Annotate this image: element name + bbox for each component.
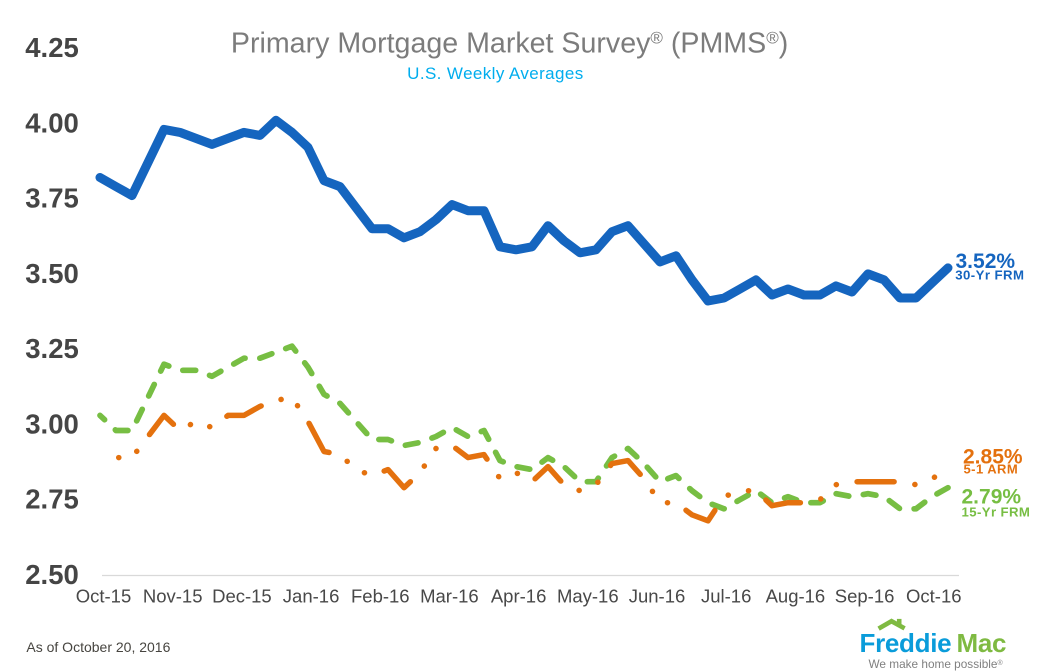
svg-text:3.75: 3.75 <box>25 183 79 214</box>
svg-text:Jul-16: Jul-16 <box>701 586 751 607</box>
svg-text:15-Yr FRM: 15-Yr FRM <box>962 505 1031 520</box>
svg-text:Primary Mortgage Market Survey: Primary Mortgage Market Survey® (PMMS®) <box>231 28 788 60</box>
svg-text:Freddie: Freddie <box>860 628 952 658</box>
svg-text:We make home possible®: We make home possible® <box>869 657 1004 671</box>
svg-text:Apr-16: Apr-16 <box>491 586 547 607</box>
svg-text:Jan-16: Jan-16 <box>283 586 340 607</box>
svg-text:Mar-16: Mar-16 <box>420 586 479 607</box>
svg-text:Jun-16: Jun-16 <box>629 586 686 607</box>
svg-text:3.52%: 3.52% <box>956 250 1016 273</box>
svg-text:Aug-16: Aug-16 <box>766 586 826 607</box>
svg-text:30-Yr FRM: 30-Yr FRM <box>955 268 1024 283</box>
svg-text:As of October 20, 2016: As of October 20, 2016 <box>26 639 170 655</box>
svg-text:Feb-16: Feb-16 <box>351 586 410 607</box>
svg-text:Mac: Mac <box>957 628 1007 658</box>
svg-text:Sep-16: Sep-16 <box>835 586 895 607</box>
svg-text:Oct-16: Oct-16 <box>906 586 962 607</box>
svg-text:4.00: 4.00 <box>25 107 79 138</box>
svg-text:2.75: 2.75 <box>25 484 79 515</box>
svg-text:3.50: 3.50 <box>25 258 79 289</box>
svg-text:2.50: 2.50 <box>25 559 79 590</box>
svg-text:3.00: 3.00 <box>25 408 79 439</box>
svg-text:3.25: 3.25 <box>25 333 79 364</box>
svg-text:2.85%: 2.85% <box>963 446 1023 469</box>
svg-text:5-1 ARM: 5-1 ARM <box>964 462 1019 477</box>
svg-text:4.25: 4.25 <box>25 32 79 63</box>
svg-text:U.S. Weekly Averages: U.S. Weekly Averages <box>407 64 584 83</box>
svg-text:Dec-15: Dec-15 <box>212 586 272 607</box>
svg-text:2.79%: 2.79% <box>962 485 1022 508</box>
svg-text:Nov-15: Nov-15 <box>143 586 203 607</box>
svg-text:May-16: May-16 <box>557 586 619 607</box>
svg-text:Oct-15: Oct-15 <box>76 586 132 607</box>
